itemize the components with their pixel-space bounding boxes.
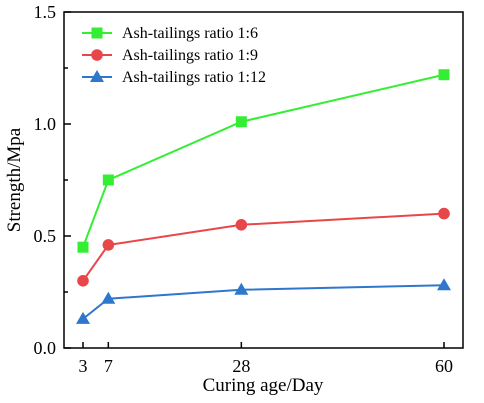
y-axis-title: Strength/Mpa [4, 127, 25, 232]
series-1 [77, 69, 450, 253]
y-tick-label-1: 0.5 [34, 226, 57, 246]
data-point-3-7 [101, 291, 116, 304]
series-line-2 [82, 212, 445, 282]
data-point-1-28 [235, 116, 247, 128]
data-point-2-60 [438, 207, 450, 220]
axis-ticks: 3 7 28 60 0.0 0.5 1.0 1.5 [34, 2, 454, 376]
data-point-1-60 [438, 69, 450, 81]
legend: Ash-tailings ratio 1:6 Ash-tailings ratio… [82, 25, 266, 86]
x-axis-title: Curing age/Day [203, 375, 324, 396]
series-3 [76, 278, 451, 324]
y-tick-label-0: 0.0 [34, 338, 57, 358]
legend-item-2: Ash-tailings ratio 1:9 [82, 47, 258, 64]
legend-marker-2 [91, 49, 103, 61]
series-layer [76, 69, 451, 324]
legend-label-3: Ash-tailings ratio 1:12 [122, 69, 266, 86]
data-point-3-60 [437, 278, 451, 291]
data-point-2-3 [77, 275, 89, 287]
data-point-3-28 [234, 282, 249, 295]
series-line-3 [82, 284, 445, 320]
x-tick-label-28: 28 [232, 356, 250, 376]
legend-label-2: Ash-tailings ratio 1:9 [122, 47, 258, 64]
x-tick-label-7: 7 [104, 356, 113, 376]
data-point-2-7 [102, 239, 115, 251]
x-tick-label-60: 60 [435, 356, 453, 376]
y-tick-label-2: 1.0 [34, 114, 57, 134]
series-2 [77, 207, 450, 287]
legend-item-1: Ash-tailings ratio 1:6 [82, 25, 258, 42]
legend-label-1: Ash-tailings ratio 1:6 [122, 25, 258, 42]
data-point-1-3 [77, 241, 89, 253]
y-tick-label-3: 1.5 [34, 2, 57, 22]
x-tick-label-3: 3 [79, 356, 88, 376]
legend-item-3: Ash-tailings ratio 1:12 [82, 69, 266, 86]
series-line-1 [82, 73, 445, 248]
legend-marker-3 [90, 70, 104, 82]
data-point-1-7 [102, 174, 114, 186]
data-point-3-3 [76, 311, 90, 324]
data-point-2-28 [235, 219, 248, 231]
legend-marker-1 [91, 27, 103, 39]
